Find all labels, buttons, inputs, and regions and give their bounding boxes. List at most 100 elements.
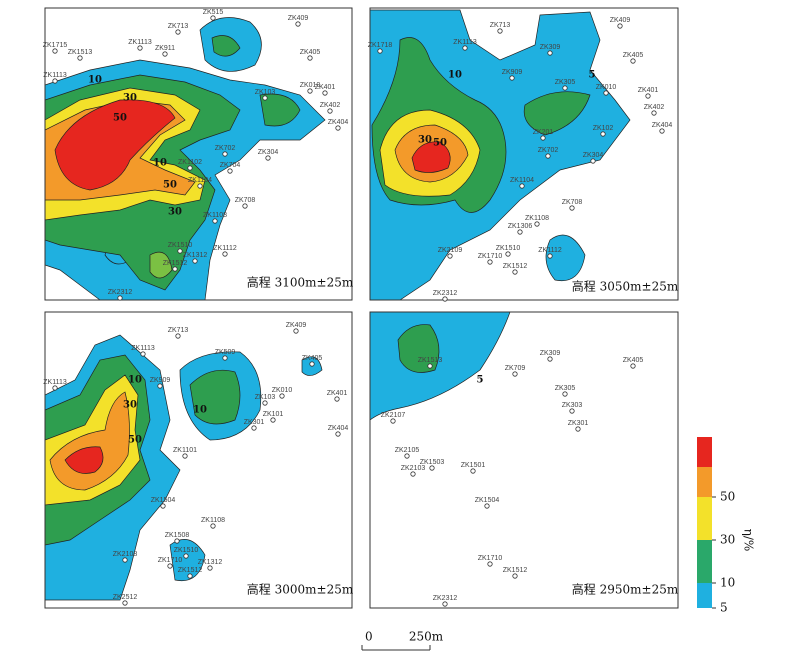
colorbar-band	[697, 497, 712, 540]
contour-label: 50	[128, 435, 142, 446]
contour-label: 10	[153, 158, 167, 169]
borehole	[210, 15, 216, 21]
borehole	[279, 393, 285, 399]
legend-title: η/%	[742, 529, 756, 552]
borehole-label: ZK1108	[203, 212, 227, 219]
panel-label: 高程 2950m±25m	[572, 582, 679, 597]
borehole-label: ZK1512	[178, 567, 203, 574]
borehole-label: ZK1715	[43, 42, 68, 49]
borehole-label: ZK201	[533, 129, 554, 136]
borehole-label: ZK713	[168, 327, 189, 334]
borehole	[192, 258, 198, 264]
borehole-label: ZK1501	[461, 462, 486, 469]
borehole-label: ZK401	[638, 87, 659, 94]
borehole	[140, 351, 146, 357]
borehole-label: ZK713	[168, 23, 189, 30]
contour-label: 10	[128, 375, 142, 386]
borehole	[547, 356, 553, 362]
borehole-label: ZK1510	[174, 547, 199, 554]
borehole-label: ZK402	[644, 104, 665, 111]
borehole	[590, 158, 596, 164]
borehole	[227, 168, 233, 174]
borehole-label: ZK2108	[113, 551, 138, 558]
borehole	[505, 251, 511, 257]
borehole-label: ZK1312	[183, 252, 208, 259]
borehole-label: ZK103	[255, 394, 276, 401]
borehole	[322, 90, 328, 96]
panel-label: 高程 3100m±25m	[247, 275, 354, 290]
borehole	[545, 153, 551, 159]
borehole-label: ZK1510	[168, 242, 193, 249]
borehole-label: ZK1504	[151, 497, 176, 504]
borehole-label: ZK1312	[198, 559, 223, 566]
borehole-label: ZK1503	[420, 459, 445, 466]
borehole-label: ZK708	[562, 199, 583, 206]
borehole-label: ZK409	[288, 15, 309, 22]
contour-label: 5	[477, 375, 484, 386]
borehole	[175, 29, 181, 35]
borehole-label: ZK1512	[163, 260, 188, 267]
borehole-label: ZK304	[258, 149, 279, 156]
borehole-label: ZK405	[300, 49, 321, 56]
borehole-label: ZK401	[315, 84, 336, 91]
colorbar-label: 10	[720, 576, 735, 590]
panel-label: 高程 3000m±25m	[247, 582, 354, 597]
borehole	[617, 23, 623, 29]
borehole	[52, 78, 58, 84]
borehole-label: ZK101	[263, 411, 284, 418]
borehole	[404, 453, 410, 459]
borehole-label: ZK1104	[510, 177, 534, 184]
borehole	[512, 573, 518, 579]
borehole	[212, 218, 218, 224]
borehole	[600, 131, 606, 137]
borehole	[569, 205, 575, 211]
contour-map	[370, 9, 631, 300]
borehole	[262, 400, 268, 406]
colorbar-label: 5	[720, 601, 728, 615]
borehole	[293, 328, 299, 334]
colorbar-band	[697, 437, 712, 467]
colorbar-band	[697, 467, 712, 497]
borehole	[122, 600, 128, 606]
borehole-label: ZK301	[244, 419, 265, 426]
colorbar-label: 30	[720, 533, 735, 547]
borehole-label: ZK1718	[368, 42, 393, 49]
borehole-label: ZK1512	[503, 567, 528, 574]
borehole	[265, 155, 271, 161]
borehole-label: ZK515	[203, 9, 224, 16]
borehole-label: ZK404	[328, 119, 349, 126]
borehole	[659, 128, 665, 134]
borehole-label: ZK1710	[478, 555, 503, 562]
borehole-label: ZK409	[286, 322, 307, 329]
borehole	[207, 565, 213, 571]
borehole-label: ZK303	[562, 402, 583, 409]
contour-map	[45, 17, 326, 300]
borehole	[167, 563, 173, 569]
borehole	[307, 55, 313, 61]
borehole	[309, 361, 315, 367]
borehole	[251, 425, 257, 431]
borehole-label: ZK1504	[475, 497, 500, 504]
borehole	[210, 523, 216, 529]
borehole-label: ZK103	[255, 89, 276, 96]
contour-label: 5	[589, 70, 596, 81]
borehole-label: ZK404	[652, 122, 673, 129]
contour-label: 30	[418, 135, 432, 146]
borehole-label: ZK709	[505, 365, 526, 372]
contour-label: 10	[193, 405, 207, 416]
borehole	[160, 503, 166, 509]
borehole-label: ZK401	[327, 390, 348, 397]
borehole-label: ZK404	[328, 425, 349, 432]
scale-start: 0	[365, 630, 373, 644]
borehole-label: ZK305	[555, 79, 576, 86]
borehole-label: ZK2107	[381, 412, 406, 419]
borehole-label: ZK1513	[68, 49, 93, 56]
borehole	[651, 110, 657, 116]
borehole-label: ZK1113	[128, 39, 152, 46]
scale-end: 250m	[409, 630, 444, 644]
borehole-label: ZK702	[538, 147, 559, 154]
borehole	[534, 221, 540, 227]
borehole-label: ZK409	[610, 17, 631, 24]
borehole	[547, 50, 553, 56]
borehole	[162, 51, 168, 57]
